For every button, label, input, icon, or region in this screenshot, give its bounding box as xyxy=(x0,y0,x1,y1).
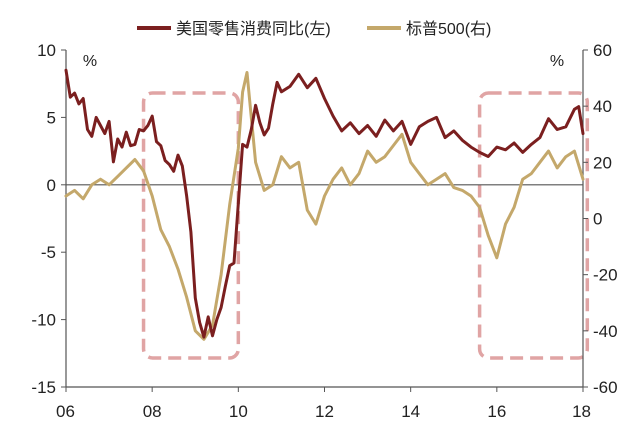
x-tick-label: 16 xyxy=(487,402,506,421)
right-tick-label: -40 xyxy=(593,322,618,341)
right-tick-label: -20 xyxy=(593,266,618,285)
highlight-box xyxy=(477,91,590,360)
right-axis-unit: % xyxy=(550,53,564,70)
chart-series xyxy=(64,68,585,341)
x-tick-label: 14 xyxy=(401,402,420,421)
sp500-series-line xyxy=(64,71,585,341)
highlight-boxes xyxy=(141,91,590,360)
left-axis-unit: % xyxy=(83,53,97,70)
left-tick-label: 0 xyxy=(47,176,56,195)
left-tick-label: -5 xyxy=(41,243,56,262)
right-tick-label: 60 xyxy=(593,41,612,60)
x-tick-label: 06 xyxy=(56,402,75,421)
left-tick-label: -10 xyxy=(31,311,56,330)
left-tick-label: -15 xyxy=(31,378,56,397)
legend-label: 美国零售消费同比(左) xyxy=(176,20,331,38)
legend-label: 标普500(右) xyxy=(406,20,491,38)
x-tick-label: 08 xyxy=(143,402,162,421)
right-tick-label: 40 xyxy=(593,97,612,116)
chart-axes: 10 5 0 -5 -10 -15 60 40 20 0 -20 -40 -60 06 08 10 12 14 16… xyxy=(31,41,617,421)
left-tick-label: 10 xyxy=(37,41,56,60)
highlight-box xyxy=(141,91,241,360)
right-tick-label: 0 xyxy=(593,210,602,229)
x-tick-label: 12 xyxy=(315,402,334,421)
right-tick-label: -60 xyxy=(593,378,618,397)
retail-sales-series-line xyxy=(64,68,585,339)
x-tick-label: 18 xyxy=(572,402,591,421)
right-tick-label: 20 xyxy=(593,153,612,172)
chart-legend: 美国零售消费同比(左) 标普500(右) xyxy=(137,20,491,38)
left-tick-label: 5 xyxy=(47,108,56,127)
x-tick-label: 10 xyxy=(229,402,248,421)
